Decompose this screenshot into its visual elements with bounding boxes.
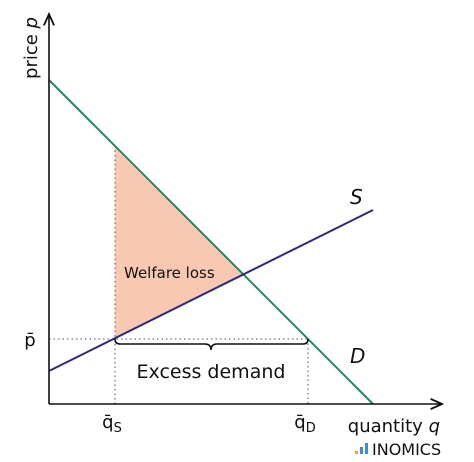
excess-demand-label: Excess demand xyxy=(137,361,286,383)
welfare-loss-label: Welfare loss xyxy=(124,264,215,282)
x-axis-label: quantity q xyxy=(348,416,440,437)
welfare-loss-area xyxy=(115,146,243,339)
qd-marker: q̄D xyxy=(294,412,315,436)
qs-marker: q̄S xyxy=(102,412,122,436)
demand-label: D xyxy=(350,344,365,368)
y-axis-label: price p xyxy=(21,17,42,79)
supply-label: S xyxy=(350,185,363,209)
demand-curve xyxy=(48,79,374,405)
brace xyxy=(114,338,309,351)
logo-icon xyxy=(355,443,368,454)
supply-curve xyxy=(48,209,374,372)
logo: INOMICS xyxy=(372,440,441,459)
price-marker: p̄ xyxy=(24,330,35,351)
